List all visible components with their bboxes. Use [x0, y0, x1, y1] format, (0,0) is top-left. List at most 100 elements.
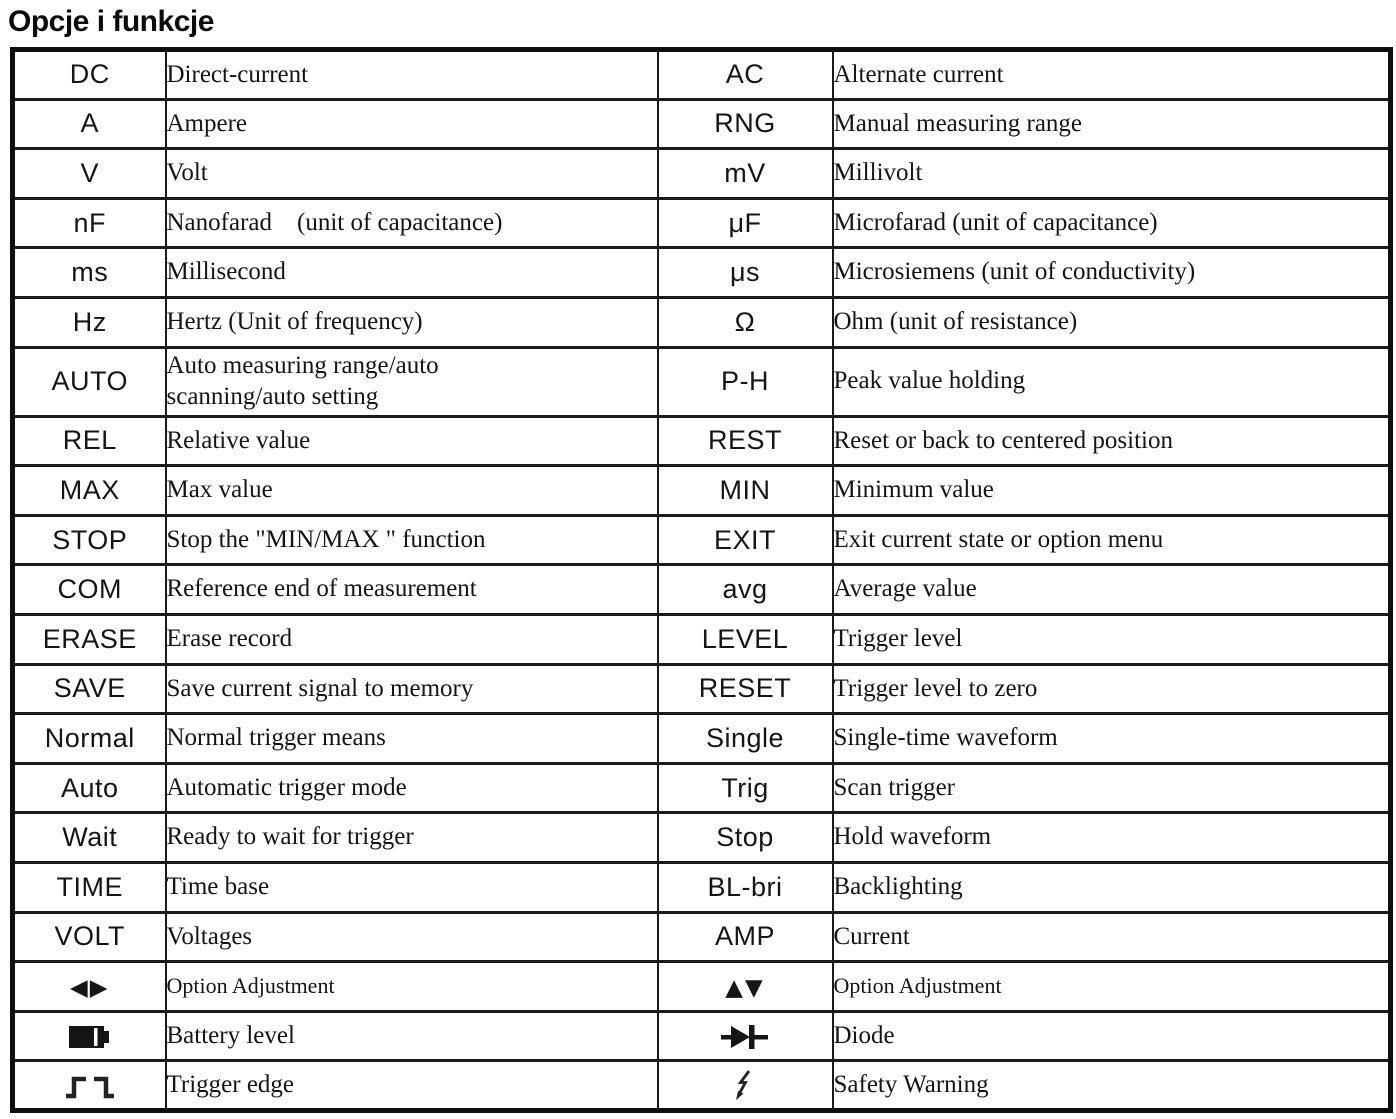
symbol-label: Single: [705, 722, 785, 753]
table-row: Normal Normal trigger means Single Single-t…: [11, 712, 1392, 765]
symbol-cell: STOP: [11, 513, 167, 567]
diode-icon: [721, 1024, 769, 1050]
symbol-label: Trig: [721, 772, 769, 803]
description-cell: Minimum value: [831, 464, 1392, 517]
table-row: nF Nanofarad (unit of capacitance) μF Micro…: [11, 196, 1392, 250]
symbol-cell: Auto: [11, 761, 167, 815]
symbol-label: DC: [69, 59, 110, 90]
description-cell: Microfarad (unit of capacitance): [831, 196, 1392, 250]
symbol-cell: ERASE: [11, 612, 167, 666]
symbol-label: ms: [71, 257, 109, 288]
left-right-triangles-icon: ◀▶: [70, 974, 110, 1001]
table-row: Auto Automatic trigger mode Trig Scan trigg…: [11, 761, 1392, 815]
description-cell: Millisecond: [164, 246, 659, 299]
table-row: Wait Ready to wait for trigger Stop Hold wa…: [11, 811, 1392, 864]
symbol-cell: ◀▶: [11, 960, 167, 1013]
description-cell: Reference end of measurement: [164, 563, 659, 616]
symbol-cell: [656, 1059, 834, 1112]
symbol-cell: A: [11, 97, 167, 151]
symbol-cell: MIN: [656, 464, 834, 517]
symbol-label: COM: [57, 574, 122, 605]
table-row: STOP Stop the "MIN/MAX " function EXIT Exit…: [11, 513, 1392, 567]
symbol-cell: ▲▼: [656, 960, 834, 1013]
symbol-cell: μF: [656, 196, 834, 250]
symbol-cell: Normal: [11, 712, 167, 765]
symbol-cell: nF: [11, 196, 167, 250]
symbol-label: REST: [707, 425, 782, 456]
table-body: DC Direct-current AC Alternate current A Ampe…: [11, 48, 1392, 1112]
symbol-label: Auto: [60, 772, 119, 803]
symbol-cell: COM: [11, 563, 167, 616]
description-cell: Relative value: [164, 414, 659, 468]
description-cell: Auto measuring range/auto scanning/auto …: [164, 345, 659, 418]
description-cell: Exit current state or option menu: [831, 513, 1392, 567]
description-cell: Nanofarad (unit of capacitance): [164, 196, 659, 250]
description-cell: Trigger level: [831, 612, 1392, 666]
description-cell: Trigger edge: [164, 1059, 659, 1112]
description-cell: Reset or back to centered position: [831, 414, 1392, 468]
table-row: ms Millisecond μs Microsiemens (unit of con…: [11, 246, 1392, 299]
symbol-cell: SAVE: [11, 662, 167, 716]
symbol-cell: LEVEL: [656, 612, 834, 666]
symbol-cell: RESET: [656, 662, 834, 716]
description-cell: Battery level: [164, 1009, 659, 1063]
symbol-cell: AUTO: [11, 345, 167, 418]
symbol-label: REL: [62, 425, 117, 456]
table-row: Battery level Diode: [11, 1009, 1392, 1063]
symbol-label: MAX: [59, 474, 120, 505]
description-cell: Save current signal to memory: [164, 662, 659, 716]
table-row: REL Relative value REST Reset or back to ce…: [11, 414, 1392, 468]
symbol-cell: AMP: [656, 910, 834, 964]
symbol-label: nF: [73, 207, 106, 238]
description-cell: Trigger level to zero: [831, 662, 1392, 716]
symbol-cell: Hz: [11, 295, 167, 349]
symbol-label: P-H: [721, 366, 769, 397]
symbol-label: VOLT: [54, 921, 125, 952]
symbol-label: ERASE: [42, 623, 137, 654]
symbol-label: SAVE: [53, 673, 126, 704]
symbol-cell: Stop: [656, 811, 834, 864]
table-row: SAVE Save current signal to memory RESET Tr…: [11, 662, 1392, 716]
symbol-label: μF: [728, 207, 762, 238]
symbol-cell: REL: [11, 414, 167, 468]
symbol-label: avg: [722, 574, 768, 605]
symbol-cell: REST: [656, 414, 834, 468]
table-row: TIME Time base BL-bri Backlighting: [11, 860, 1392, 914]
description-cell: Peak value holding: [831, 345, 1392, 418]
symbol-cell: P-H: [656, 345, 834, 418]
symbol-cell: [11, 1059, 167, 1112]
description-cell: Hold waveform: [831, 811, 1392, 864]
description-cell: Voltages: [164, 910, 659, 964]
symbol-label: Ω: [734, 306, 756, 337]
symbol-cell: Ω: [656, 295, 834, 349]
description-cell: Normal trigger means: [164, 712, 659, 765]
description-cell: Scan trigger: [831, 761, 1392, 815]
symbol-label: TIME: [56, 871, 123, 902]
symbol-cell: [11, 1009, 167, 1063]
symbol-cell: Wait: [11, 811, 167, 864]
table-row: A Ampere RNG Manual measuring range: [11, 97, 1392, 151]
symbol-cell: DC: [11, 48, 167, 101]
symbol-label: MIN: [719, 474, 771, 505]
symbol-cell: avg: [656, 563, 834, 616]
symbol-label: AC: [725, 59, 765, 90]
symbol-cell: [656, 1009, 834, 1063]
table-row: ◀▶ Option Adjustment ▲▼ Option Adjustment: [11, 960, 1392, 1013]
table-row: DC Direct-current AC Alternate current: [11, 48, 1392, 101]
symbol-cell: BL-bri: [656, 860, 834, 914]
table-row: VOLT Voltages AMP Current: [11, 910, 1392, 964]
description-cell: Ohm (unit of resistance): [831, 295, 1392, 349]
safety-warning-icon: [733, 1069, 757, 1102]
symbol-label: AMP: [714, 921, 775, 952]
symbol-cell: MAX: [11, 464, 167, 517]
description-cell: Option Adjustment: [831, 960, 1392, 1013]
symbol-label: EXIT: [713, 524, 776, 555]
description-cell: Hertz (Unit of frequency): [164, 295, 659, 349]
symbol-label: RESET: [698, 673, 792, 704]
description-cell: Alternate current: [831, 48, 1392, 101]
description-cell: Stop the "MIN/MAX " function: [164, 513, 659, 567]
symbol-label: AUTO: [51, 366, 128, 397]
table-row: V Volt mV Millivolt: [11, 147, 1392, 200]
table-row: COM Reference end of measurement avg Averag…: [11, 563, 1392, 616]
